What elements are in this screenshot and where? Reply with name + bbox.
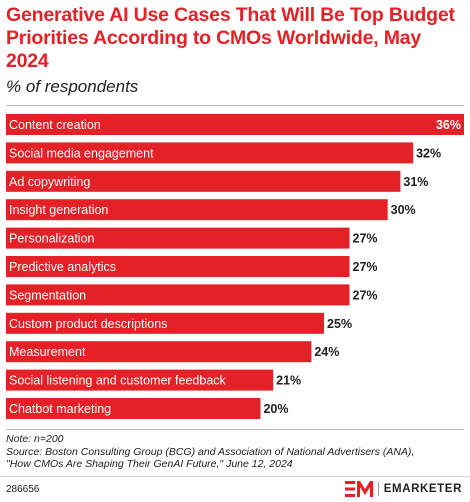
bar [6, 369, 274, 391]
source-text-line-1: Source: Boston Consulting Group (BCG) an… [6, 445, 415, 458]
value-label: 20% [263, 402, 288, 416]
bar [6, 284, 350, 306]
bar [6, 398, 261, 419]
bar-group: Insight generation 30% [6, 199, 416, 221]
value-label: 30% [391, 203, 416, 217]
category-label: Custom product descriptions [9, 317, 167, 331]
category-label: Ad copywriting [9, 175, 90, 189]
brand-logo: EMARKETER [344, 480, 462, 498]
category-label: Social media engagement [9, 146, 154, 160]
category-label: Social listening and customer feedback [9, 374, 227, 388]
bar-group: Personalization 27% [6, 227, 378, 249]
note-text: Note: n=200 [6, 433, 64, 445]
value-label: 27% [353, 288, 378, 302]
category-label: Content creation [9, 118, 101, 132]
bar-group: Measurement 24% [6, 341, 339, 363]
chart-subtitle: % of respondents [6, 77, 139, 96]
value-label: 25% [327, 317, 352, 331]
value-label: 31% [403, 175, 428, 189]
bar [6, 114, 464, 135]
chart-notes: Note: n=200 Source: Boston Consulting Gr… [6, 433, 464, 471]
bar [6, 312, 325, 334]
bar-group: Predictive analytics 27% [6, 256, 378, 277]
bar-group: Segmentation 27% [6, 284, 378, 306]
bar-group: Custom product descriptions 25% [6, 312, 352, 334]
bar [6, 256, 350, 277]
brand-name: EMARKETER [383, 483, 462, 495]
bar-chart: Content creation 36% Social media engageme… [6, 114, 464, 419]
bar-group: Ad copywriting 31% [6, 170, 428, 192]
bar-group: Social media engagement 32% [6, 142, 441, 164]
footer-divider [6, 429, 464, 430]
chart-id: 286656 [6, 484, 40, 495]
category-label: Segmentation [9, 288, 86, 302]
value-label: 36% [436, 118, 461, 132]
bar [6, 142, 414, 164]
bar [6, 341, 312, 363]
bar [6, 170, 401, 192]
value-label: 27% [353, 232, 378, 246]
value-label: 24% [314, 345, 339, 359]
chart-title: Generative AI Use Cases That Will Be Top… [6, 4, 455, 72]
value-label: 32% [416, 146, 441, 160]
bar-group: Social listening and customer feedback 21… [6, 369, 301, 391]
bar [6, 199, 388, 221]
header-divider [6, 105, 464, 106]
bar [6, 227, 350, 249]
category-label: Measurement [9, 345, 86, 359]
category-label: Personalization [9, 232, 95, 246]
category-label: Predictive analytics [9, 260, 116, 274]
source-text-line-2: "How CMOs Are Shaping Their GenAI Future… [6, 458, 293, 470]
value-label: 21% [276, 374, 301, 388]
brand-separator [377, 482, 379, 496]
bottom-divider [0, 476, 470, 477]
value-label: 27% [353, 260, 378, 274]
category-label: Chatbot marketing [9, 402, 111, 416]
bar-group: Content creation 36% [6, 114, 464, 135]
em-logo-icon [344, 481, 373, 497]
category-label: Insight generation [9, 203, 108, 217]
bar-group: Chatbot marketing 20% [6, 398, 288, 419]
